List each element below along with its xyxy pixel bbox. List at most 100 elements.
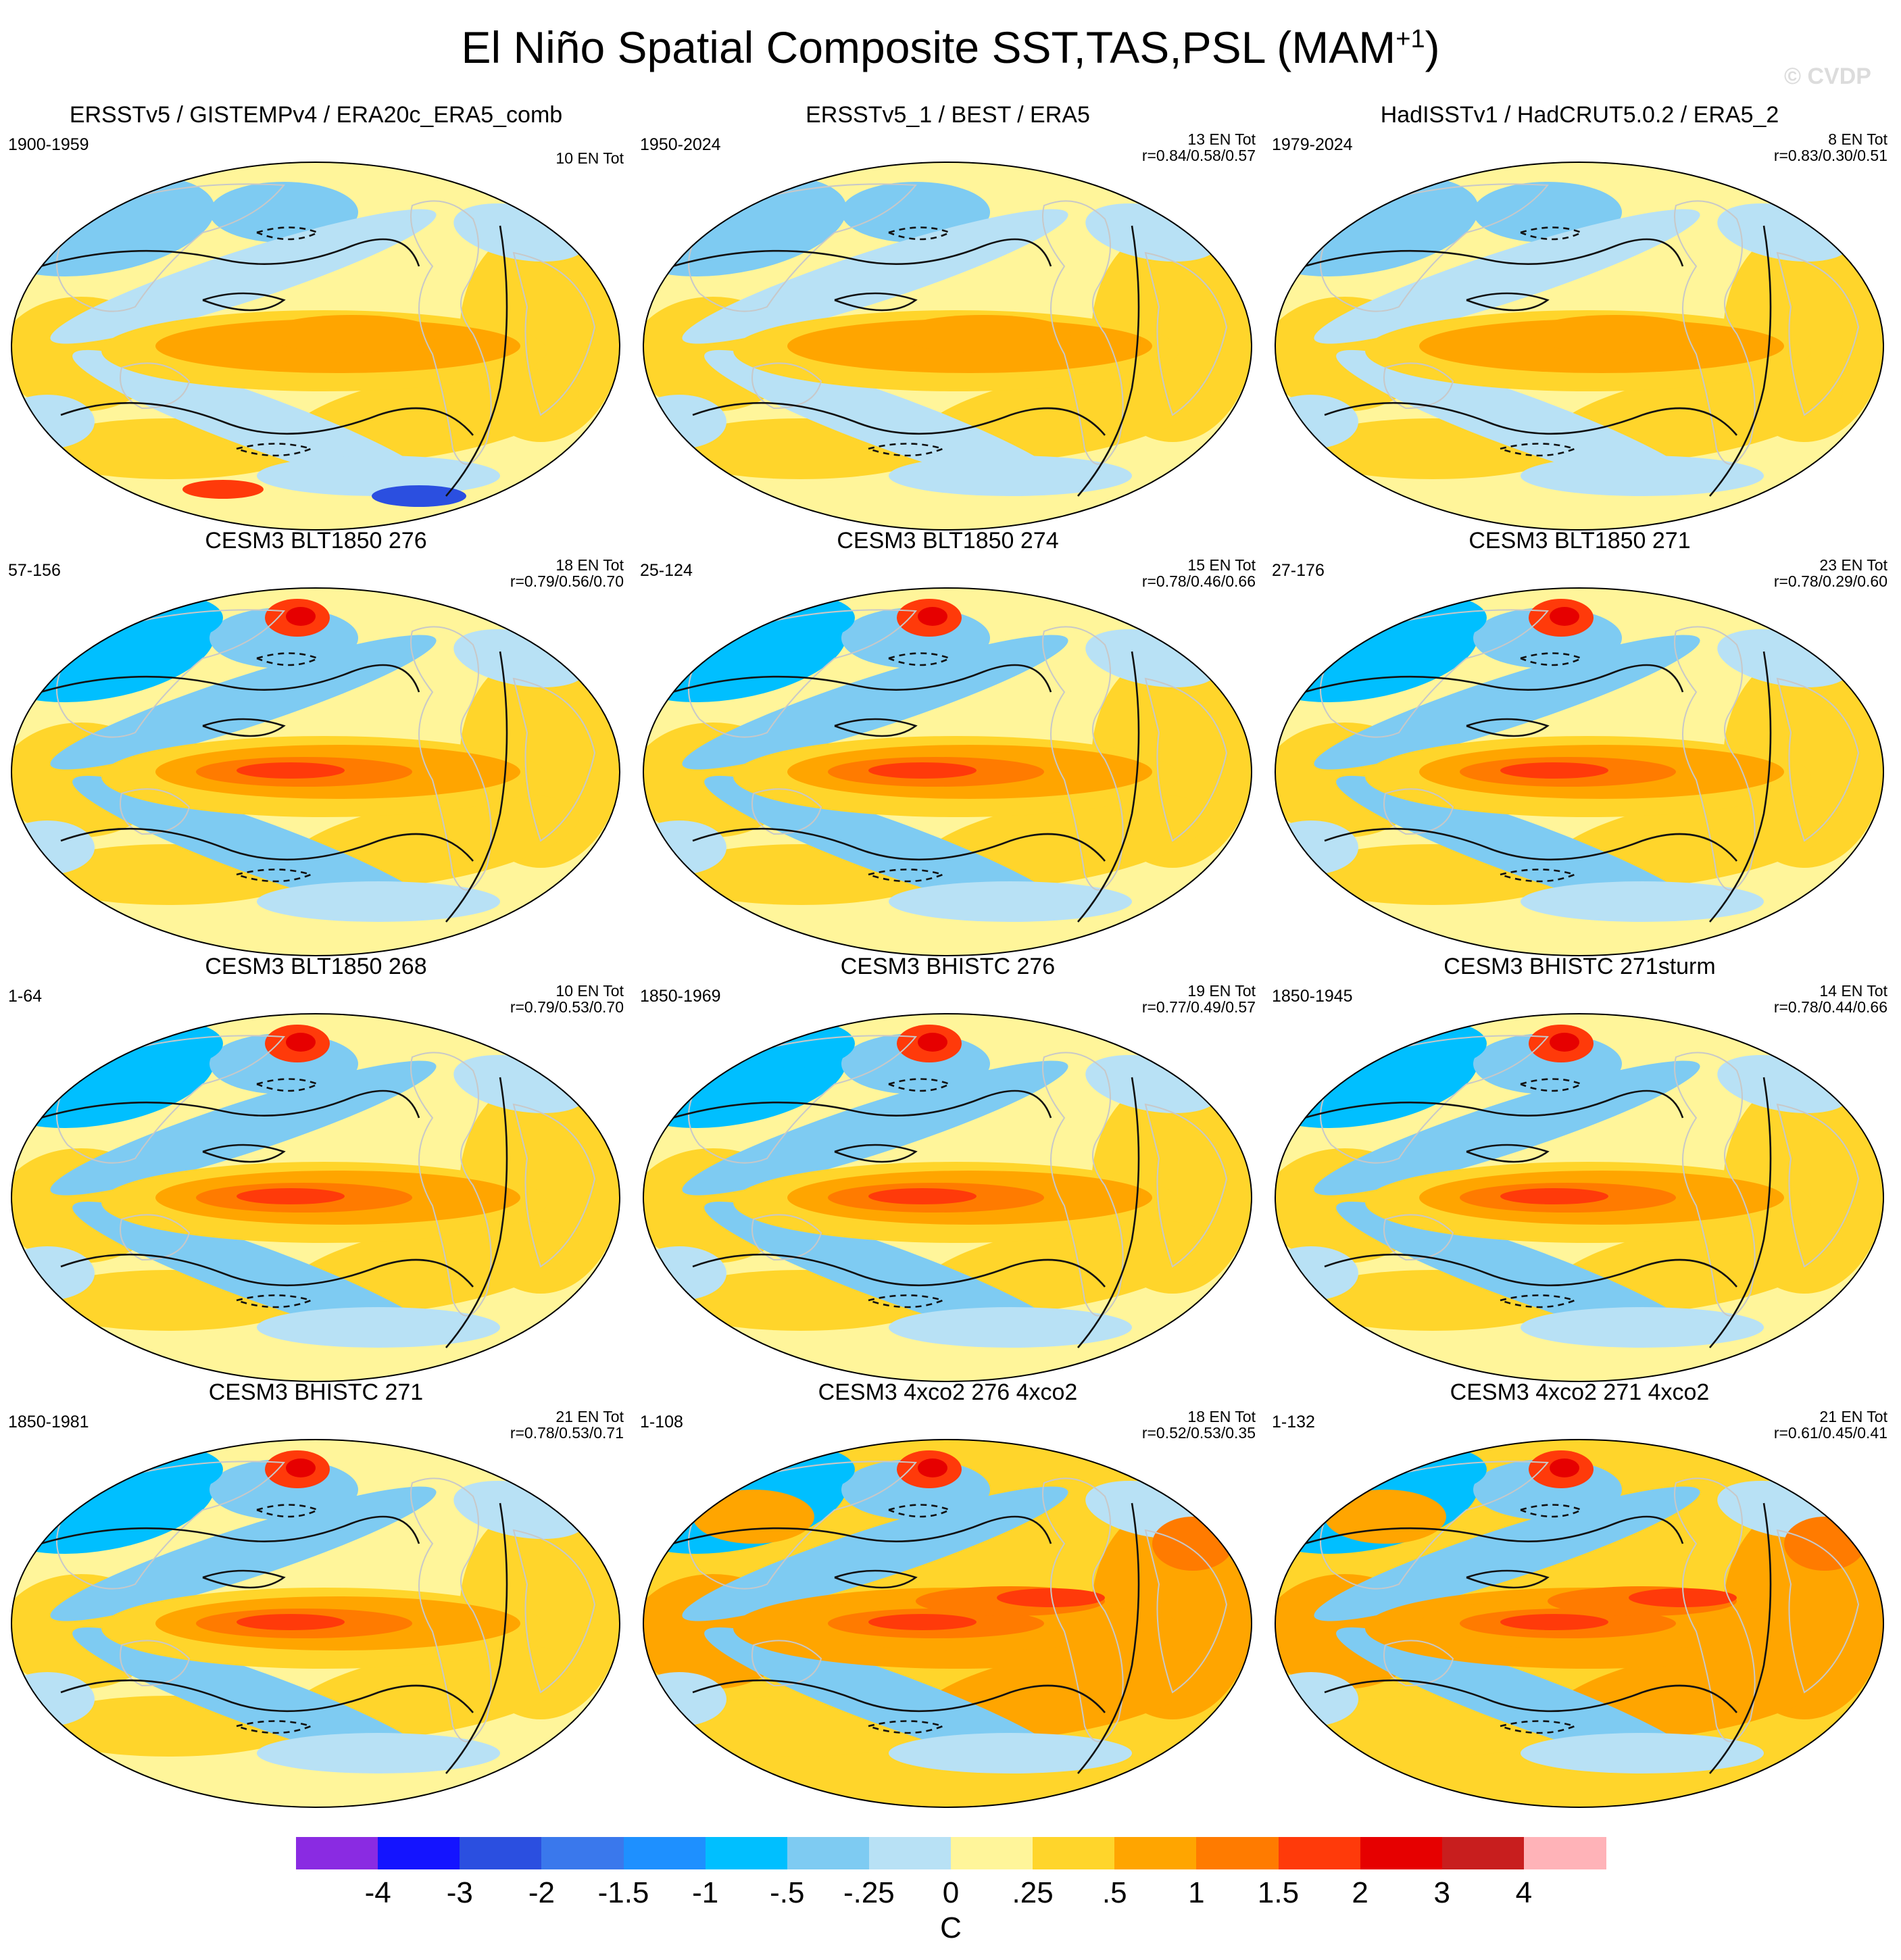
anomaly-layer xyxy=(11,162,620,530)
colorbar-swatch xyxy=(1523,1837,1606,1869)
psl-contour xyxy=(1466,1144,1550,1163)
warm-anomaly xyxy=(918,1459,947,1477)
coastline-path xyxy=(1776,1103,1860,1268)
coastline-path xyxy=(688,1461,917,1590)
colorbar-tick-label: -.25 xyxy=(843,1876,895,1909)
psl-contour xyxy=(1118,1342,1214,1363)
coastlines xyxy=(56,1035,596,1317)
coastlines xyxy=(56,183,596,465)
cold-anomaly xyxy=(50,1060,437,1196)
warm-anomaly xyxy=(286,607,316,626)
psl-contour-negative xyxy=(236,1720,314,1734)
cold-anomaly xyxy=(682,1486,1068,1621)
panel-count-text: 10 EN Tot xyxy=(556,982,624,1000)
colorbar-tick-label: 1.5 xyxy=(1257,1876,1300,1909)
colorbar-tick-label: 1 xyxy=(1188,1876,1205,1909)
psl-contour xyxy=(1750,1342,1846,1363)
panel-years: 1-64 xyxy=(8,987,43,1006)
psl-contour xyxy=(40,664,420,693)
colorbar-tick-label: -2 xyxy=(528,1876,555,1909)
coastline-path xyxy=(1383,788,1454,835)
anomaly-layer xyxy=(11,1014,620,1381)
psl-contour-negative xyxy=(236,1294,314,1308)
coastline-path xyxy=(688,1035,917,1164)
panel-count-text: 13 EN Tot xyxy=(1187,130,1256,148)
cold-anomaly xyxy=(643,395,726,449)
coastlines xyxy=(56,1461,596,1742)
panel-event-count: 13 EN Tot r=0.84/0.58/0.57 xyxy=(1142,131,1256,164)
psl-contour xyxy=(1709,651,1772,923)
globe-outline xyxy=(1275,1439,1884,1808)
coastline-path xyxy=(56,1035,285,1164)
panel-correlation: r=0.52/0.53/0.35 xyxy=(1141,1424,1256,1442)
coastline-path xyxy=(1144,677,1228,842)
cold-anomaly xyxy=(50,635,437,770)
panel-correlation: r=0.78/0.29/0.60 xyxy=(1773,572,1887,590)
panel-title: CESM3 4xco2 276 4xco2 xyxy=(818,1379,1078,1405)
map-panel: ERSSTv5_1 / BEST / ERA5 1950-2024 13 EN To… xyxy=(632,101,1264,534)
coastline-path xyxy=(1042,1052,1124,1317)
cold-anomaly xyxy=(682,635,1068,770)
psl-contour-negative xyxy=(236,443,314,457)
psl-contour xyxy=(40,1089,420,1119)
colorbar-swatch xyxy=(1441,1837,1525,1869)
panel-title: CESM3 BLT1850 276 xyxy=(205,528,427,554)
colorbar-tick-label: -1.5 xyxy=(597,1876,649,1909)
warm-anomaly xyxy=(918,1033,947,1052)
warm-anomaly xyxy=(1500,762,1608,779)
panel-event-count: 19 EN Tot r=0.77/0.49/0.57 xyxy=(1142,983,1256,1015)
coastline-path xyxy=(688,609,917,738)
panel-correlation: r=0.77/0.49/0.57 xyxy=(1141,998,1256,1016)
coastlines xyxy=(1320,183,1860,465)
psl-contour-negative xyxy=(868,443,945,457)
coastline-path xyxy=(512,1103,596,1268)
cold-anomaly xyxy=(11,820,95,875)
panel-correlation: r=0.79/0.53/0.70 xyxy=(510,998,624,1016)
panel-count-text: 14 EN Tot xyxy=(1819,982,1887,1000)
panel-years: 25-124 xyxy=(640,561,693,580)
panel-correlation: r=0.83/0.30/0.51 xyxy=(1773,147,1887,164)
warm-anomaly xyxy=(997,1588,1105,1607)
cold-anomaly xyxy=(372,485,466,507)
globe-outline xyxy=(11,1013,620,1382)
panel-years: 1950-2024 xyxy=(640,135,721,154)
cold-anomaly xyxy=(1275,395,1358,449)
coastline-path xyxy=(410,1477,492,1742)
psl-contour xyxy=(486,1342,582,1363)
panel-correlation: r=0.61/0.45/0.41 xyxy=(1773,1424,1887,1442)
panel-title: ERSSTv5 / GISTEMPv4 / ERA20c_ERA5_comb xyxy=(69,102,563,128)
psl-contour xyxy=(1466,1569,1550,1589)
psl-contour xyxy=(40,1515,420,1545)
cold-anomaly xyxy=(257,881,500,922)
cold-anomaly xyxy=(50,209,437,344)
cvdp-watermark: © CVDP xyxy=(1784,64,1871,89)
anomaly-layer xyxy=(11,588,620,956)
psl-contour xyxy=(1304,664,1684,693)
coastline-path xyxy=(1383,1214,1454,1261)
coastlines xyxy=(688,609,1228,891)
panel-correlation: r=0.78/0.53/0.71 xyxy=(510,1424,624,1442)
coastline-path xyxy=(410,200,492,465)
panel-title: HadISSTv1 / HadCRUT5.0.2 / ERA5_2 xyxy=(1380,102,1779,128)
cold-anomaly xyxy=(889,1307,1132,1348)
cold-anomaly xyxy=(643,1246,726,1300)
psl-contour xyxy=(1077,1502,1140,1774)
panel-count-text: 18 EN Tot xyxy=(1187,1408,1256,1425)
panel-title: CESM3 BLT1850 274 xyxy=(837,528,1059,554)
warm-anomaly xyxy=(918,607,947,626)
panel-title: CESM3 BHISTC 271 xyxy=(208,1379,424,1405)
psl-contour xyxy=(672,1089,1052,1119)
panel-years: 1850-1981 xyxy=(8,1413,89,1431)
psl-contour xyxy=(445,1077,508,1348)
panel-years: 57-156 xyxy=(8,561,61,580)
colorbar-swatch xyxy=(705,1837,788,1869)
panel-event-count: 18 EN Tot r=0.79/0.56/0.70 xyxy=(510,557,624,589)
warm-anomaly xyxy=(264,315,439,353)
psl-contour xyxy=(1750,1768,1846,1788)
warm-anomaly xyxy=(1500,1614,1608,1630)
psl-contour xyxy=(1118,491,1214,511)
colorbar-swatch xyxy=(951,1837,1033,1869)
cold-anomaly xyxy=(1275,1246,1358,1300)
globe-outline xyxy=(11,1439,620,1808)
colorbar-tick-label: 2 xyxy=(1352,1876,1368,1909)
